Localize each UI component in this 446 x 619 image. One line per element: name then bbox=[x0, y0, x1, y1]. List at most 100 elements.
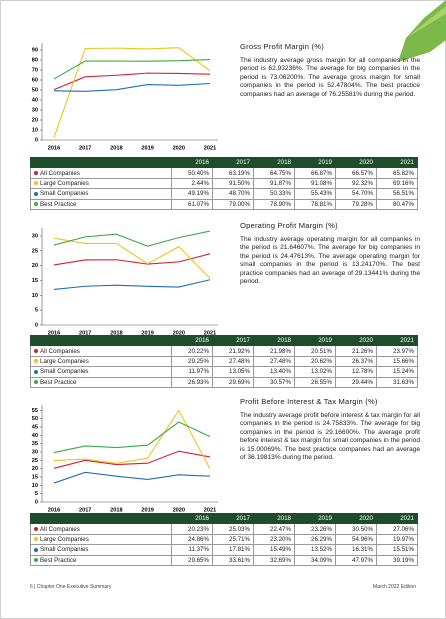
table-cell: 11.37% bbox=[172, 545, 213, 555]
y-tick-label: 5 bbox=[35, 491, 38, 497]
table-cell: 20.62% bbox=[295, 356, 336, 366]
row-name: Large Companies bbox=[31, 178, 172, 188]
section-text: The industry average operating margin fo… bbox=[240, 236, 420, 286]
y-tick-label: 10 bbox=[32, 293, 38, 299]
table-cell: 39.19% bbox=[377, 555, 418, 565]
legend-label: Large Companies bbox=[40, 180, 89, 187]
x-tick-label: 2019 bbox=[141, 145, 153, 151]
table-cell: 55.43% bbox=[295, 189, 336, 199]
legend-dot bbox=[34, 171, 38, 175]
table-row: Large Companies2.44%91.50%91.87%91.08%92… bbox=[31, 178, 418, 188]
y-tick-label: 80 bbox=[32, 57, 38, 63]
legend-dot bbox=[34, 558, 38, 562]
table-cell: 21.98% bbox=[254, 346, 295, 356]
table-cell: 21.92% bbox=[213, 346, 254, 356]
x-tick-label: 2021 bbox=[204, 145, 216, 151]
table-cell: 20.51% bbox=[295, 346, 336, 356]
table-cell: 29.25% bbox=[172, 356, 213, 366]
header-cell bbox=[31, 336, 172, 346]
legend-label: Small Companies bbox=[40, 546, 89, 553]
section-text: The industry average profit before inter… bbox=[240, 412, 420, 462]
table-cell: 20.22% bbox=[172, 346, 213, 356]
table-cell: 23.26% bbox=[295, 524, 336, 534]
page: 0102030405060708090201620172018201920202… bbox=[0, 0, 446, 619]
header-cell: 2019 bbox=[295, 158, 336, 168]
table-cell: 30.50% bbox=[336, 524, 377, 534]
y-tick-label: 30 bbox=[32, 107, 38, 113]
legend-dot bbox=[34, 181, 38, 185]
table-cell: 16.31% bbox=[336, 545, 377, 555]
legend-label: All Companies bbox=[40, 348, 80, 355]
y-tick-label: 50 bbox=[32, 416, 38, 422]
table-cell: 25.03% bbox=[213, 524, 254, 534]
header-cell: 2016 bbox=[172, 158, 213, 168]
table-cell: 31.63% bbox=[377, 377, 418, 387]
header-cell: 2018 bbox=[254, 158, 295, 168]
x-tick-label: 2018 bbox=[110, 145, 122, 151]
table-cell: 91.08% bbox=[295, 178, 336, 188]
header-cell: 2019 bbox=[295, 336, 336, 346]
table-cell: 19.97% bbox=[377, 534, 418, 544]
table-cell: 25.71% bbox=[213, 534, 254, 544]
legend-dot bbox=[34, 359, 38, 363]
row-name: All Companies bbox=[31, 524, 172, 534]
y-tick-label: 50 bbox=[32, 87, 38, 93]
legend-dot bbox=[34, 380, 38, 384]
row-name: Large Companies bbox=[31, 534, 172, 544]
legend-label: All Companies bbox=[40, 526, 80, 533]
y-tick-label: 10 bbox=[32, 483, 38, 489]
y-tick-label: 25 bbox=[32, 248, 38, 254]
y-tick-label: 40 bbox=[32, 97, 38, 103]
legend-dot bbox=[34, 192, 38, 196]
y-tick-label: 20 bbox=[32, 263, 38, 269]
header-cell: 2020 bbox=[336, 158, 377, 168]
table-cell: 65.82% bbox=[377, 168, 418, 178]
y-tick-label: 35 bbox=[32, 441, 38, 447]
legend-label: All Companies bbox=[40, 170, 80, 177]
table-row: Best Practice26.93%29.69%30.57%26.55%29.… bbox=[31, 377, 418, 387]
table-header: 201620172018201920202021 bbox=[31, 336, 418, 346]
header-cell: 2020 bbox=[336, 514, 377, 524]
legend-label: Large Companies bbox=[40, 536, 89, 543]
legend-label: Best Practice bbox=[40, 201, 76, 208]
table-cell: 12.78% bbox=[336, 367, 377, 377]
table-cell: 11.97% bbox=[172, 367, 213, 377]
footer-left: 6 | Chapter One Executive Summary bbox=[30, 584, 111, 590]
y-tick-label: 0 bbox=[35, 322, 38, 328]
legend-dot bbox=[34, 202, 38, 206]
table-cell: 64.75% bbox=[254, 168, 295, 178]
table-cell: 80.47% bbox=[377, 199, 418, 209]
table-cell: 61.07% bbox=[172, 199, 213, 209]
legend-dot bbox=[34, 548, 38, 552]
header-cell: 2017 bbox=[213, 514, 254, 524]
table-cell: 13.02% bbox=[295, 367, 336, 377]
header-cell: 2017 bbox=[213, 336, 254, 346]
table-cell: 78.81% bbox=[295, 199, 336, 209]
y-tick-label: 30 bbox=[32, 449, 38, 455]
table-cell: 32.69% bbox=[254, 555, 295, 565]
table-cell: 92.32% bbox=[336, 178, 377, 188]
table-cell: 13.40% bbox=[254, 367, 295, 377]
legend-label: Small Companies bbox=[40, 368, 89, 375]
y-tick-label: 20 bbox=[32, 117, 38, 123]
table-cell: 2.44% bbox=[172, 178, 213, 188]
table-cell: 69.16% bbox=[377, 178, 418, 188]
y-tick-label: 10 bbox=[32, 127, 38, 133]
y-tick-label: 25 bbox=[32, 458, 38, 464]
table-cell: 79.00% bbox=[213, 199, 254, 209]
y-tick-label: 30 bbox=[32, 233, 38, 239]
table-row: Small Companies11.97%13.05%13.40%13.02%1… bbox=[31, 367, 418, 377]
table-row: Large Companies24.86%25.71%23.20%26.29%5… bbox=[31, 534, 418, 544]
text-block: Operating Profit Margin (%)The industry … bbox=[240, 221, 420, 286]
table-cell: 48.70% bbox=[213, 189, 254, 199]
table-cell: 26.55% bbox=[295, 377, 336, 387]
row-name: Best Practice bbox=[31, 377, 172, 387]
table-cell: 47.97% bbox=[336, 555, 377, 565]
table-cell: 54.70% bbox=[336, 189, 377, 199]
table-cell: 78.90% bbox=[254, 199, 295, 209]
header-cell: 2018 bbox=[254, 514, 295, 524]
